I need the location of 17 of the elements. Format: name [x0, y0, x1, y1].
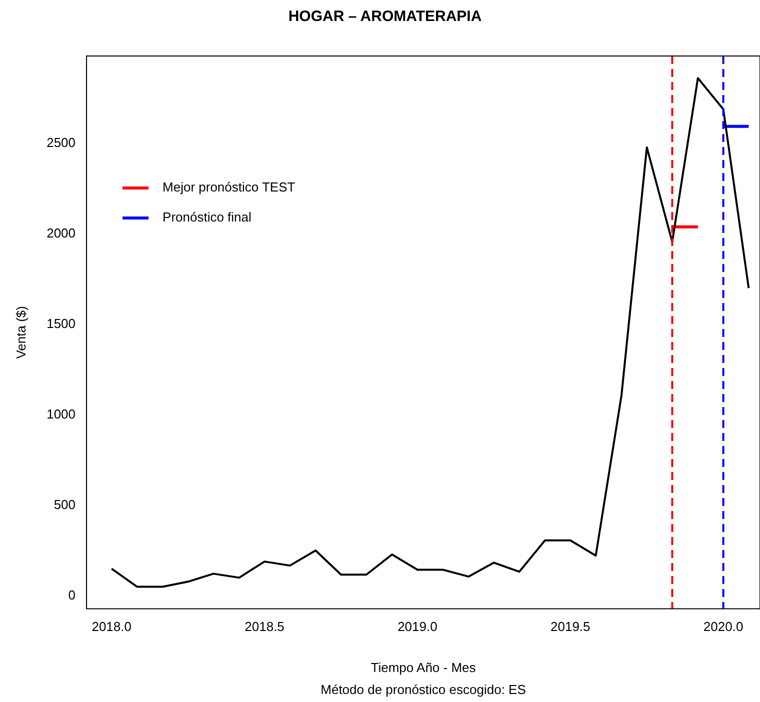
chart-title: HOGAR – AROMATERAPIA [288, 8, 482, 26]
y-tick-label: 1000 [46, 406, 76, 422]
y-tick-label: 1500 [46, 316, 76, 331]
y-axis-title: Venta ($) [13, 306, 28, 359]
x-tick-label: 2018.0 [92, 619, 132, 634]
x-axis-title: Tiempo Año - Mes [370, 660, 476, 675]
legend-label: Mejor pronóstico TEST [162, 180, 296, 195]
x-tick-label: 2019.0 [398, 619, 438, 634]
y-tick-label: 2500 [46, 134, 76, 150]
text: Método de pronóstico escogido: ES [320, 682, 526, 697]
legend-label: Pronóstico final [162, 210, 252, 225]
y-tick-label: 500 [54, 496, 76, 512]
y-tick-label: 2000 [46, 225, 76, 240]
x-tick-label: 2020.0 [703, 619, 744, 634]
y-tick-label: 0 [68, 587, 76, 602]
x-tick-label: 2018.5 [244, 619, 284, 634]
x-tick-label: 2019.5 [550, 619, 590, 634]
